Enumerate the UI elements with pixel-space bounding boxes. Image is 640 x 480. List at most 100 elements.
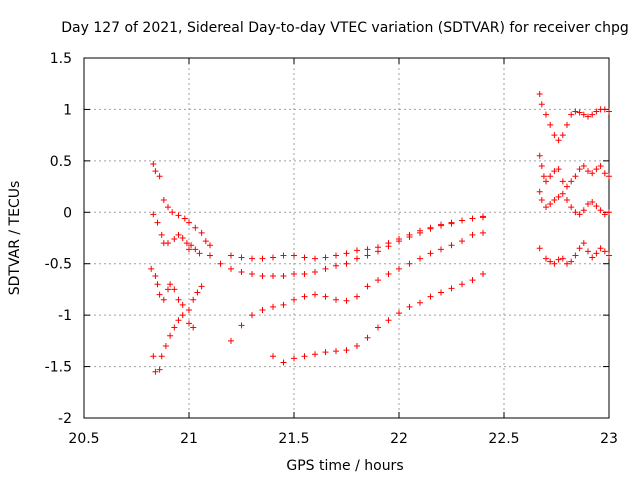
data-point (568, 178, 575, 185)
data-point (238, 322, 245, 329)
data-point (270, 273, 276, 280)
data-point (259, 307, 266, 313)
data-point (312, 268, 318, 275)
y-tick-label: 0.5 (50, 154, 72, 170)
data-point (543, 111, 549, 118)
data-point (152, 168, 159, 175)
data-point (175, 317, 182, 324)
data-point (459, 281, 465, 288)
gridlines (84, 58, 609, 418)
data-point (171, 324, 178, 331)
data-point (249, 271, 255, 277)
data-point (280, 252, 287, 259)
data-point (427, 250, 434, 257)
y-tick-label: 1 (63, 102, 72, 118)
data-point (396, 310, 402, 317)
x-tick-label: 21.5 (278, 431, 309, 447)
y-tick-label: 1.5 (50, 51, 72, 67)
data-point (593, 250, 600, 257)
data-point (585, 248, 591, 255)
data-point (165, 204, 171, 211)
data-point (165, 286, 171, 293)
data-point (354, 343, 360, 349)
data-point (333, 262, 339, 269)
x-tick-label: 20.5 (68, 431, 99, 447)
data-point (385, 240, 392, 247)
data-point (480, 229, 486, 236)
data-point (406, 303, 413, 310)
data-point (259, 255, 266, 262)
data-point (186, 246, 192, 253)
data-point (291, 296, 297, 303)
data-point (406, 260, 413, 267)
series-arc-c (228, 229, 486, 344)
data-point (181, 215, 188, 222)
data-point (559, 178, 566, 185)
data-point (154, 219, 161, 226)
data-point (538, 163, 545, 169)
data-point (555, 256, 562, 263)
data-point (564, 260, 570, 267)
data-point (160, 296, 167, 303)
data-point (597, 245, 604, 252)
data-point (192, 224, 199, 231)
data-point (179, 301, 186, 308)
data-point (343, 347, 350, 354)
x-axis-label: GPS time / hours (286, 458, 403, 474)
data-point (375, 324, 381, 331)
data-point (385, 317, 392, 324)
data-point (606, 209, 612, 216)
data-point (438, 246, 444, 253)
data-point (572, 173, 579, 180)
data-point (448, 242, 455, 249)
data-point (417, 227, 423, 234)
data-point (322, 254, 329, 261)
data-point (375, 277, 381, 284)
data-point (564, 196, 570, 203)
data-point (597, 163, 604, 169)
data-point (152, 368, 159, 375)
data-point (312, 255, 318, 262)
data-point (580, 163, 587, 169)
data-point (343, 250, 350, 257)
data-point (364, 252, 371, 259)
data-point (175, 231, 182, 238)
data-point (202, 238, 209, 245)
data-point (291, 252, 297, 259)
data-point (538, 101, 545, 108)
data-point (259, 273, 266, 280)
data-point (217, 260, 224, 267)
data-point (207, 242, 213, 249)
data-point (249, 312, 255, 319)
data-point (589, 199, 596, 205)
data-point (156, 291, 163, 298)
data-point (291, 271, 297, 277)
data-point (559, 190, 566, 197)
data-point (459, 238, 465, 245)
data-point (238, 254, 245, 261)
data-point (536, 91, 543, 97)
data-point (536, 245, 543, 252)
series-late-scatter (536, 91, 612, 267)
data-point (427, 224, 434, 231)
data-point (551, 132, 558, 139)
data-point (417, 299, 423, 306)
data-point (171, 236, 178, 243)
data-point (564, 183, 570, 190)
data-point (162, 343, 169, 349)
data-point (156, 366, 163, 373)
series-early-scatter (148, 160, 213, 375)
data-point (291, 355, 297, 362)
data-point (354, 255, 360, 262)
data-point (469, 215, 476, 222)
data-point (183, 240, 190, 247)
data-point (301, 271, 308, 277)
data-point (152, 273, 159, 280)
data-point (555, 166, 562, 173)
data-point (301, 353, 308, 360)
data-point (585, 113, 591, 120)
data-point (343, 260, 350, 267)
data-point (301, 254, 308, 261)
data-point (148, 265, 155, 272)
